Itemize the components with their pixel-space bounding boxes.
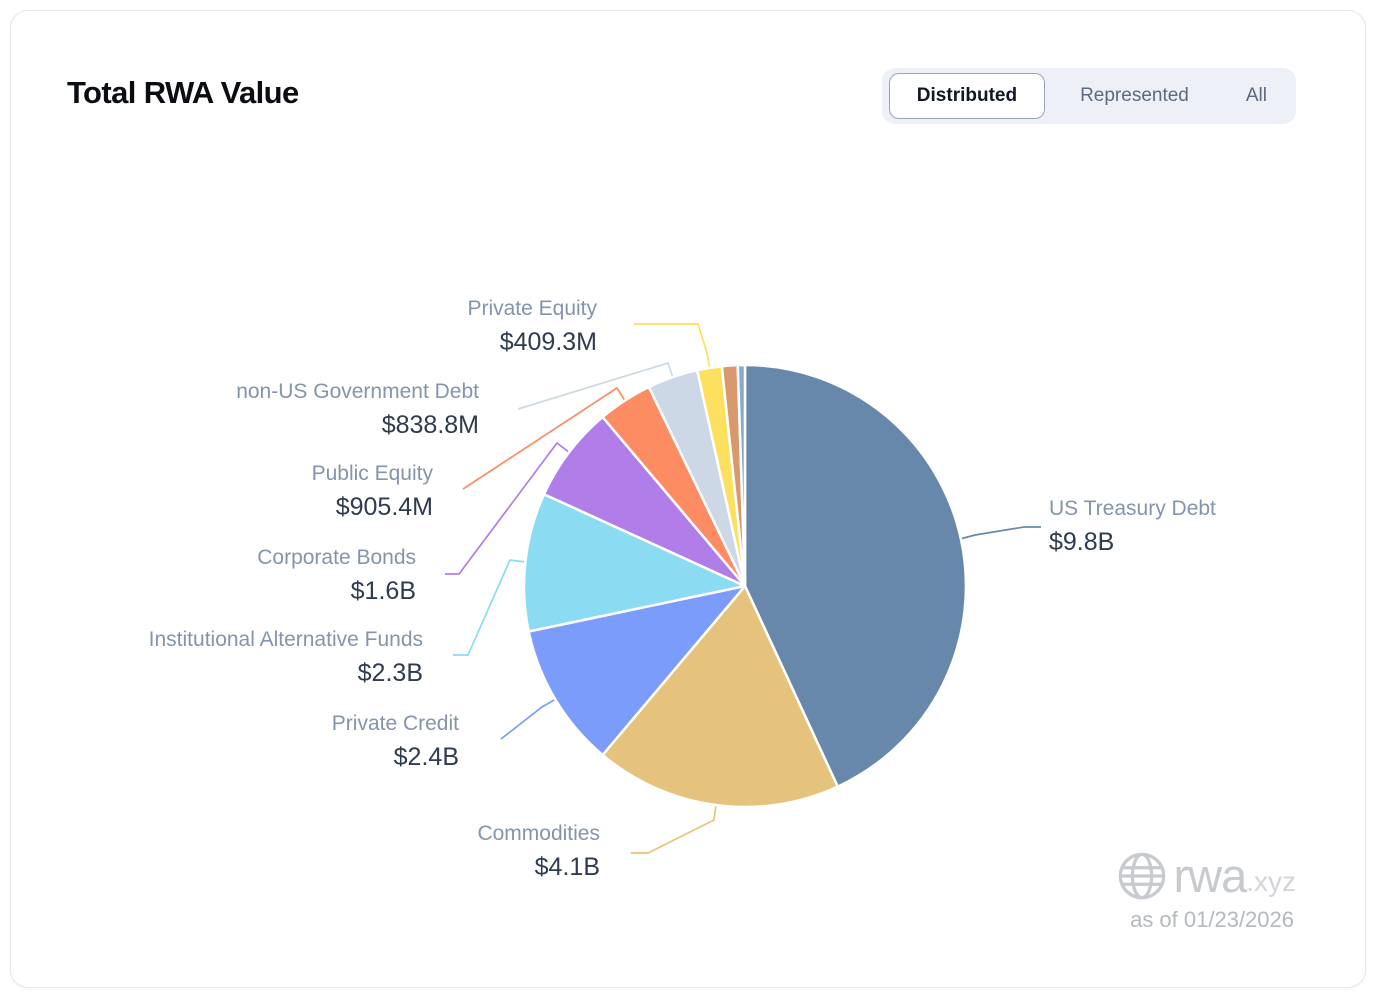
total-rwa-card: Total RWA Value Distributed Represented …	[10, 10, 1366, 988]
tab-all[interactable]: All	[1224, 73, 1289, 119]
slice-value: $9.8B	[1049, 527, 1115, 556]
leader-lines-group	[445, 323, 1041, 854]
slice-name: Commodities	[477, 822, 600, 845]
slice-value: $838.8M	[381, 410, 479, 439]
slice-name: Public Equity	[311, 462, 433, 485]
pie-slices-group	[522, 363, 968, 809]
leader-line-non-us-government-debt	[517, 361, 674, 410]
slice-value: $2.3B	[357, 658, 423, 687]
leader-line-private-equity	[634, 323, 711, 370]
view-tab-group: Distributed Represented All	[881, 68, 1296, 124]
slice-label-private-credit: Private Credit $2.4B	[332, 711, 459, 773]
slice-value: $409.3M	[499, 327, 597, 356]
slice-name: US Treasury Debt	[1049, 497, 1216, 520]
slice-name: Private Equity	[467, 297, 597, 320]
pie-slice-institutional-alternative-funds[interactable]	[522, 492, 747, 633]
tab-represented[interactable]: Represented	[1053, 73, 1216, 119]
pie-slice-us-treasury-debt[interactable]	[743, 363, 968, 788]
pie-slice-commodities[interactable]	[601, 584, 839, 809]
slice-label-us-treasury-debt: US Treasury Debt $9.8B	[1049, 496, 1216, 558]
slice-label-non-us-government-debt: non-US Government Debt $838.8M	[236, 379, 479, 441]
slice-label-institutional-alternative-funds: Institutional Alternative Funds $2.3B	[149, 627, 423, 689]
leader-line-us-treasury-debt	[959, 526, 1041, 540]
leader-line-public-equity	[462, 386, 626, 490]
slice-name: Institutional Alternative Funds	[148, 628, 423, 651]
slice-label-public-equity: Public Equity $905.4M	[312, 461, 433, 523]
brand-footer: rwa .xyz as of 01/23/2026	[1116, 848, 1296, 933]
pie-slice-other-9[interactable]	[736, 363, 747, 588]
leader-line-private-credit	[500, 698, 557, 740]
slice-value: $905.4M	[335, 492, 433, 521]
pie-slice-private-credit[interactable]	[527, 584, 747, 757]
slice-value: $1.6B	[350, 576, 416, 605]
slice-label-private-equity: Private Equity $409.3M	[467, 296, 597, 358]
slice-name: non-US Government Debt	[236, 380, 479, 403]
slice-label-corporate-bonds: Corporate Bonds $1.6B	[257, 545, 416, 607]
page-title: Total RWA Value	[67, 75, 299, 110]
slice-name: Corporate Bonds	[257, 546, 416, 569]
brand-suffix: .xyz	[1246, 866, 1296, 897]
globe-icon	[1119, 852, 1166, 899]
brand-row: rwa .xyz	[1116, 848, 1296, 903]
slice-value: $4.1B	[534, 852, 600, 881]
pie-chart-svg	[445, 323, 1041, 854]
slice-label-commodities: Commodities $4.1B	[477, 821, 600, 883]
slice-value: $2.4B	[393, 742, 459, 771]
tab-distributed[interactable]: Distributed	[888, 73, 1046, 119]
brand-name: rwa	[1173, 849, 1247, 902]
leader-line-corporate-bonds	[445, 441, 571, 575]
as-of-date: as of 01/23/2026	[1130, 907, 1294, 932]
leader-line-commodities	[631, 803, 717, 854]
slice-name: Private Credit	[331, 712, 459, 735]
leader-line-institutional-alternative-funds	[453, 559, 527, 656]
